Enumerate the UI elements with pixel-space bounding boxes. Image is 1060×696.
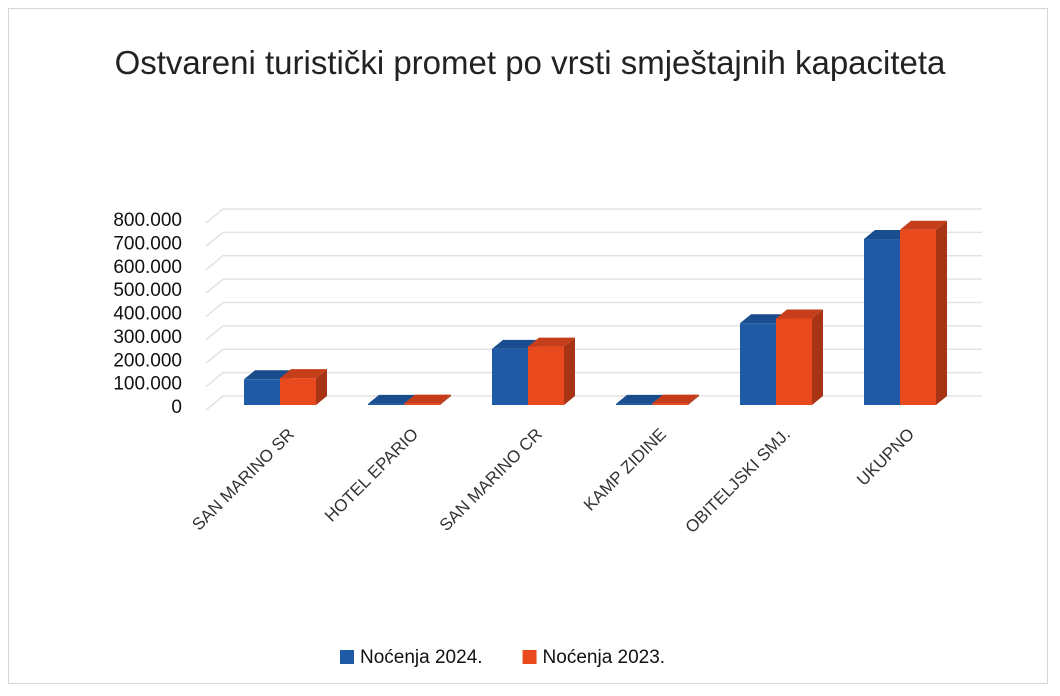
bar-top — [900, 220, 947, 230]
frame — [8, 8, 1048, 684]
y-tick-label: 0 — [171, 397, 182, 418]
legend-swatch — [522, 650, 537, 664]
grid-line — [205, 255, 982, 271]
bar-side — [440, 394, 451, 405]
y-tick-label: 600.000 — [113, 257, 182, 278]
bar-front — [368, 403, 404, 405]
chart-title: Ostvareni turistički promet po vrsti smj… — [114, 44, 946, 81]
bar-front — [740, 323, 776, 405]
bar — [652, 394, 699, 405]
grid-line — [205, 371, 982, 388]
grid-line — [205, 208, 982, 224]
bar-top — [740, 314, 787, 324]
grid-line — [205, 325, 982, 341]
bar-front — [900, 229, 936, 405]
y-tick-label: 400.000 — [113, 304, 182, 325]
bar-front — [492, 348, 528, 405]
grid-line — [205, 301, 982, 318]
bar — [528, 337, 575, 405]
bar-top — [492, 339, 539, 349]
bar — [776, 309, 823, 405]
grid-line-part — [205, 395, 982, 411]
grid-line-part — [205, 348, 982, 364]
grid-line-part — [205, 208, 982, 224]
bar-front — [528, 346, 564, 405]
legend-swatch — [340, 650, 354, 664]
bar-front — [652, 403, 688, 405]
bar-top — [776, 309, 823, 319]
bar-front — [616, 403, 652, 405]
x-tick-label: SAN MARINO SR — [188, 425, 298, 535]
bar-front — [404, 403, 440, 405]
bar-front — [864, 239, 900, 405]
grid-line-part — [205, 325, 982, 341]
legend-label: Noćenja 2024. — [360, 647, 483, 668]
bar — [280, 369, 327, 405]
y-tick-label: 700.000 — [113, 233, 182, 254]
bar — [900, 220, 947, 405]
bar-top — [528, 337, 575, 347]
legend-label: Noćenja 2023. — [543, 647, 666, 668]
grid-line — [205, 395, 982, 411]
y-tick-label: 100.000 — [113, 374, 182, 395]
bar-top — [864, 230, 911, 240]
grid-line-part — [205, 255, 982, 271]
y-tick-label: 200.000 — [113, 350, 182, 371]
bar-front — [244, 379, 280, 405]
x-tick-label: HOTEL EPARIO — [321, 425, 422, 526]
x-tick-label: OBITELJSKI SMJ. — [682, 425, 794, 537]
bar-top — [368, 394, 415, 404]
bar — [404, 394, 451, 405]
grid-line — [205, 348, 982, 364]
x-tick-label: KAMP ZIDINE — [580, 425, 670, 515]
grid-line-part — [205, 278, 982, 294]
y-tick-label: 300.000 — [113, 327, 182, 348]
grid-line-part — [205, 231, 982, 247]
bar-front — [776, 318, 812, 405]
bar-side — [316, 369, 327, 405]
y-tick-label: 500.000 — [113, 280, 182, 301]
bar-top — [280, 369, 327, 379]
grid-line-part — [205, 371, 982, 388]
bar-side — [564, 337, 575, 405]
x-tick-label: SAN MARINO CR — [436, 425, 546, 535]
bar-side — [936, 220, 947, 405]
x-tick-label: UKUPNO — [853, 425, 918, 490]
bar-side — [812, 309, 823, 405]
grid-line — [205, 231, 982, 247]
y-tick-label: 800.000 — [113, 210, 182, 231]
bar-top — [244, 370, 291, 380]
grid-line-part — [205, 301, 982, 318]
bar-top — [616, 394, 663, 404]
bar-front — [280, 378, 316, 405]
bar-top — [652, 394, 699, 404]
grid-line — [205, 278, 982, 294]
bar-top — [404, 394, 451, 404]
bar-side — [688, 394, 699, 405]
